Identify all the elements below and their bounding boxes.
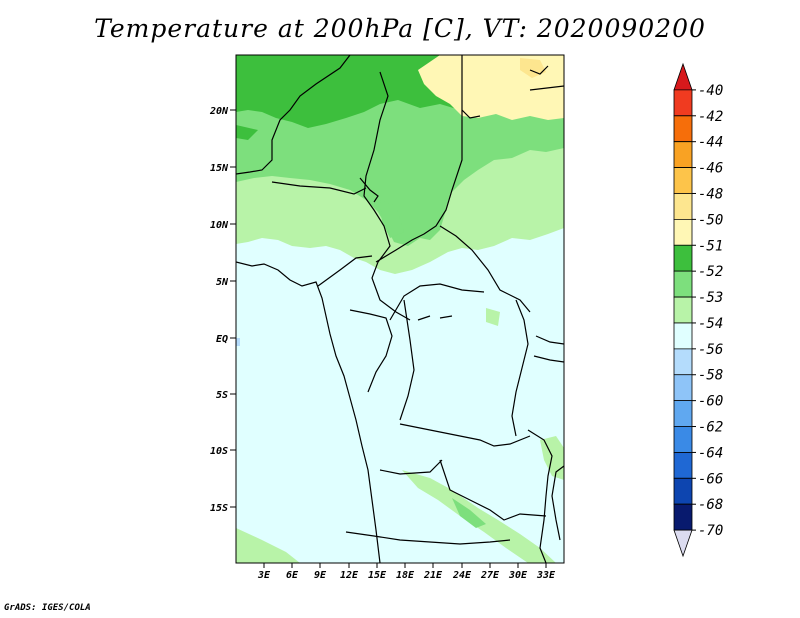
colorbar-segment	[673, 218, 693, 246]
colorbar-label: -48	[698, 186, 723, 202]
lon-label-12e: 12E	[340, 570, 359, 581]
colorbar-label: -52	[698, 264, 723, 280]
colorbar-label: -54	[698, 316, 723, 332]
colorbar: -40 -42 -44 -46 -48 -50 -51 -52 -53 -54 -56 -58 -60 -…	[673, 62, 723, 558]
colorbar-segment	[673, 529, 693, 558]
colorbar-label: -44	[698, 135, 723, 151]
colorbar-segment	[673, 62, 693, 91]
latitude-axis	[230, 109, 236, 508]
lon-label-30e: 30E	[508, 570, 528, 581]
lon-label-6e: 6E	[286, 570, 299, 581]
colorbar-label: -70	[698, 523, 723, 539]
colorbar-segment	[673, 374, 693, 402]
colorbar-label: -62	[698, 420, 723, 436]
colorbar-segment	[673, 348, 693, 376]
colorbar-segment	[673, 193, 693, 220]
grads-credit: GrADS: IGES/COLA	[4, 603, 91, 613]
colorbar-label: -46	[698, 161, 723, 177]
colorbar-label: -51	[698, 238, 723, 254]
colorbar-segment	[673, 322, 693, 350]
lon-label-3e: 3E	[257, 570, 271, 581]
lon-label-15e: 15E	[368, 570, 387, 581]
lat-label-eq: EQ	[216, 334, 228, 345]
chart-title: Temperature at 200hPa [C], VT: 202009020…	[94, 14, 706, 43]
colorbar-label: -40	[698, 83, 723, 99]
lat-label-5n: 5N	[216, 277, 229, 288]
colorbar-segment	[673, 244, 693, 272]
colorbar-segment	[673, 115, 693, 143]
lon-label-18e: 18E	[396, 570, 415, 581]
colorbar-segment	[673, 141, 693, 168]
colorbar-label: -50	[698, 212, 723, 228]
colorbar-segment	[673, 89, 693, 117]
lat-label-15s: 15S	[210, 503, 228, 514]
lon-label-27e: 27E	[480, 570, 500, 581]
lon-label-24e: 24E	[452, 570, 472, 581]
colorbar-segment	[673, 167, 693, 194]
lat-label-5s: 5S	[216, 390, 228, 401]
map-boundaries	[236, 55, 564, 563]
temperature-field	[236, 55, 564, 563]
colorbar-segment	[673, 270, 693, 298]
colorbar-label: -64	[698, 445, 723, 461]
longitude-axis	[263, 563, 547, 568]
colorbar-segment	[673, 296, 693, 324]
lon-label-21e: 21E	[423, 570, 443, 581]
colorbar-label: -68	[698, 497, 723, 513]
colorbar-segment	[673, 477, 693, 505]
colorbar-label: -66	[698, 471, 723, 487]
colorbar-segment	[673, 452, 693, 479]
colorbar-label: -53	[698, 290, 723, 306]
lat-label-20n: 20N	[209, 106, 229, 117]
lat-label-10s: 10S	[210, 446, 228, 457]
lat-label-15n: 15N	[210, 163, 229, 174]
colorbar-label: -42	[698, 109, 723, 125]
colorbar-label: -56	[698, 342, 723, 358]
colorbar-segment	[673, 426, 693, 453]
map-frame	[235, 54, 565, 564]
colorbar-segment	[673, 503, 693, 531]
colorbar-segment	[673, 400, 693, 427]
lon-label-33e: 33E	[536, 570, 556, 581]
lon-label-9e: 9E	[314, 570, 327, 581]
colorbar-label: -60	[698, 394, 723, 410]
lat-label-10n: 10N	[210, 220, 229, 231]
colorbar-label: -58	[698, 368, 723, 384]
